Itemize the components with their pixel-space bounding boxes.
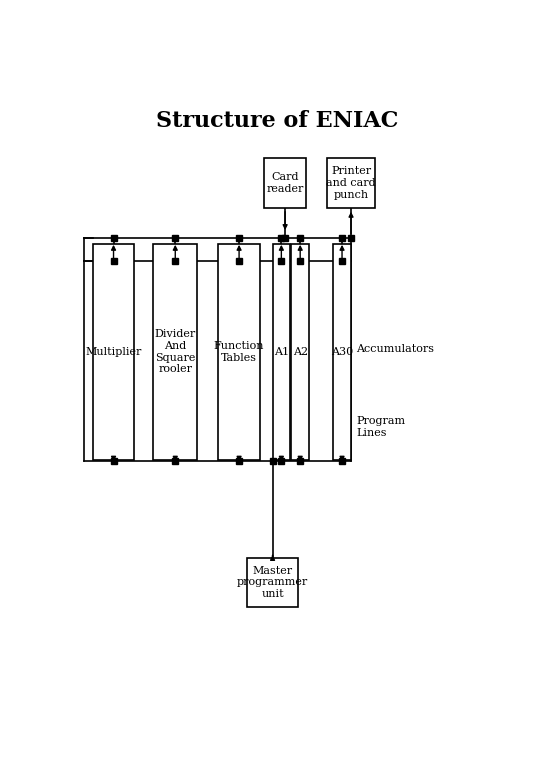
Text: Function
Tables: Function Tables (214, 341, 265, 363)
Text: Divider
And
Square
rooler: Divider And Square rooler (154, 329, 196, 374)
Text: Program
Lines: Program Lines (356, 417, 406, 438)
Bar (153, 243, 197, 460)
Text: A1: A1 (274, 347, 289, 357)
Bar (264, 158, 306, 207)
Text: Multiplier: Multiplier (85, 347, 141, 357)
Bar (333, 243, 351, 460)
Bar (292, 243, 309, 460)
Text: Master
programmer
unit: Master programmer unit (237, 566, 308, 599)
Text: A2: A2 (293, 347, 308, 357)
Text: Card
reader: Card reader (266, 172, 304, 194)
Bar (218, 243, 260, 460)
Text: Printer
and card
punch: Printer and card punch (326, 166, 376, 200)
Bar (93, 243, 134, 460)
Text: Accumulators: Accumulators (356, 344, 434, 354)
Text: A30: A30 (331, 347, 353, 357)
Text: Structure of ENIAC: Structure of ENIAC (156, 110, 398, 132)
Bar (273, 243, 290, 460)
Bar (327, 158, 375, 207)
Bar (247, 558, 298, 607)
